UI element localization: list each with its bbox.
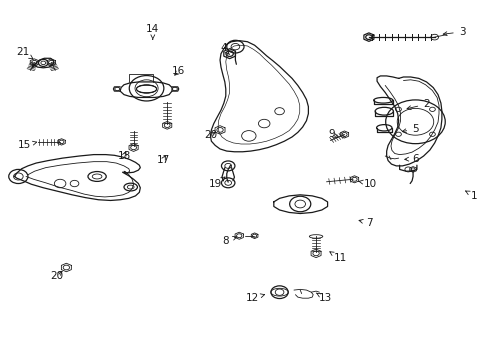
Text: 1: 1 [466, 191, 478, 201]
Text: 14: 14 [146, 24, 159, 40]
Text: 20: 20 [204, 130, 217, 140]
Text: 19: 19 [209, 177, 225, 189]
Text: 17: 17 [157, 154, 170, 165]
Text: 8: 8 [222, 236, 237, 246]
Text: 15: 15 [18, 140, 37, 150]
Text: 21: 21 [17, 47, 33, 59]
Text: 6: 6 [405, 154, 419, 164]
Text: 11: 11 [330, 252, 347, 263]
Text: 20: 20 [50, 271, 63, 281]
Text: 13: 13 [316, 293, 332, 303]
Text: 9: 9 [328, 129, 338, 139]
Text: 12: 12 [245, 293, 265, 303]
Text: 7: 7 [359, 218, 373, 228]
Text: 4: 4 [220, 43, 229, 55]
Text: 16: 16 [172, 66, 185, 76]
Text: 2: 2 [407, 99, 430, 110]
Text: 3: 3 [443, 27, 466, 37]
Text: 10: 10 [359, 179, 377, 189]
Text: 18: 18 [118, 151, 131, 161]
Text: 5: 5 [402, 124, 419, 134]
